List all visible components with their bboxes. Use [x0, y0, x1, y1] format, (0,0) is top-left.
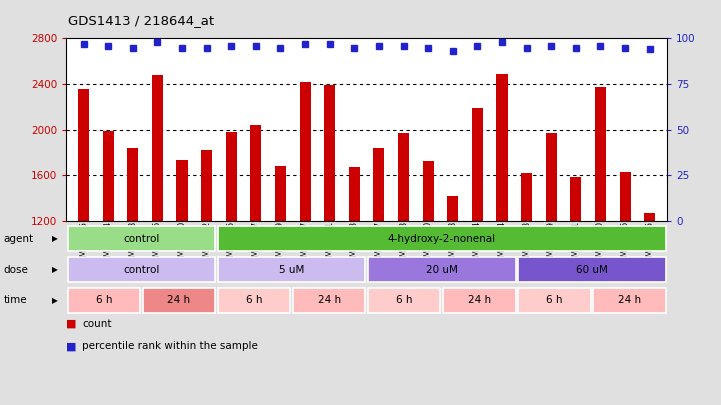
Text: GSM45111: GSM45111 [571, 221, 580, 268]
Bar [218, 257, 366, 282]
Bar [373, 148, 384, 221]
Bar [127, 148, 138, 221]
Text: GDS1413 / 218644_at: GDS1413 / 218644_at [68, 14, 215, 27]
Text: dose: dose [4, 264, 29, 275]
Bar [443, 288, 516, 313]
Text: 6 h: 6 h [396, 295, 412, 305]
Text: 6 h: 6 h [546, 295, 562, 305]
Bar [293, 288, 366, 313]
Bar [595, 87, 606, 221]
Text: GSM45109: GSM45109 [276, 221, 285, 268]
Text: 5 uM: 5 uM [279, 264, 304, 275]
Bar [423, 162, 434, 221]
Text: GSM45104: GSM45104 [473, 221, 482, 268]
Bar [398, 133, 409, 221]
Text: GSM45101: GSM45101 [325, 221, 335, 268]
Bar [102, 131, 114, 221]
Text: control: control [123, 234, 159, 244]
Text: 24 h: 24 h [167, 295, 190, 305]
Text: GSM45099: GSM45099 [547, 221, 556, 268]
Text: GSM43957: GSM43957 [374, 221, 384, 268]
Text: ▶: ▶ [52, 234, 58, 243]
Text: 6 h: 6 h [96, 295, 112, 305]
Text: GSM45094: GSM45094 [104, 221, 112, 268]
Bar [68, 226, 216, 251]
Bar [447, 196, 459, 221]
Text: GSM45087: GSM45087 [301, 221, 309, 268]
Bar [299, 82, 311, 221]
Text: count: count [82, 319, 112, 329]
Text: GSM45108: GSM45108 [128, 221, 137, 268]
Text: 60 uM: 60 uM [576, 264, 608, 275]
Text: 6 h: 6 h [246, 295, 262, 305]
Bar [201, 150, 212, 221]
Bar [368, 257, 516, 282]
Bar [177, 160, 187, 221]
Bar [546, 133, 557, 221]
Bar [250, 125, 262, 221]
Text: 24 h: 24 h [468, 295, 491, 305]
Bar [593, 288, 665, 313]
Text: percentile rank within the sample: percentile rank within the sample [82, 341, 258, 352]
Text: GSM43958: GSM43958 [522, 221, 531, 268]
Text: control: control [123, 264, 159, 275]
Text: GSM45106: GSM45106 [621, 221, 629, 268]
Bar [68, 288, 140, 313]
Bar [619, 172, 631, 221]
Text: ■: ■ [66, 319, 77, 329]
Text: 24 h: 24 h [317, 295, 340, 305]
Text: GSM45088: GSM45088 [448, 221, 457, 268]
Text: GSM45112: GSM45112 [202, 221, 211, 268]
Bar [521, 173, 532, 221]
Bar [349, 167, 360, 221]
Bar [152, 75, 163, 221]
Bar [472, 108, 483, 221]
Bar [518, 288, 590, 313]
Text: ▶: ▶ [52, 296, 58, 305]
Text: 20 uM: 20 uM [426, 264, 458, 275]
Bar [644, 213, 655, 221]
Bar [497, 74, 508, 221]
Bar [518, 257, 665, 282]
Text: agent: agent [4, 234, 34, 244]
Text: ▶: ▶ [52, 265, 58, 274]
Text: GSM45090: GSM45090 [596, 221, 605, 268]
Text: GSM45115: GSM45115 [645, 221, 654, 268]
Text: ■: ■ [66, 341, 77, 352]
Bar [570, 177, 581, 221]
Text: GSM43955: GSM43955 [79, 221, 88, 268]
Bar [78, 89, 89, 221]
Text: GSM45097: GSM45097 [252, 221, 260, 268]
Bar [275, 166, 286, 221]
Text: GSM45098: GSM45098 [399, 221, 408, 268]
Text: GSM45100: GSM45100 [177, 221, 187, 268]
Bar [218, 226, 665, 251]
Text: time: time [4, 295, 27, 305]
Text: 4-hydroxy-2-nonenal: 4-hydroxy-2-nonenal [388, 234, 496, 244]
Bar [324, 85, 335, 221]
Bar [226, 132, 236, 221]
Bar [368, 288, 441, 313]
Text: GSM45110: GSM45110 [424, 221, 433, 268]
Text: GSM45113: GSM45113 [350, 221, 359, 268]
Text: 24 h: 24 h [618, 295, 641, 305]
Text: GSM43956: GSM43956 [226, 221, 236, 268]
Bar [143, 288, 216, 313]
Bar [68, 257, 216, 282]
Text: GSM45114: GSM45114 [497, 221, 507, 268]
Text: GSM45086: GSM45086 [153, 221, 162, 268]
Bar [218, 288, 291, 313]
